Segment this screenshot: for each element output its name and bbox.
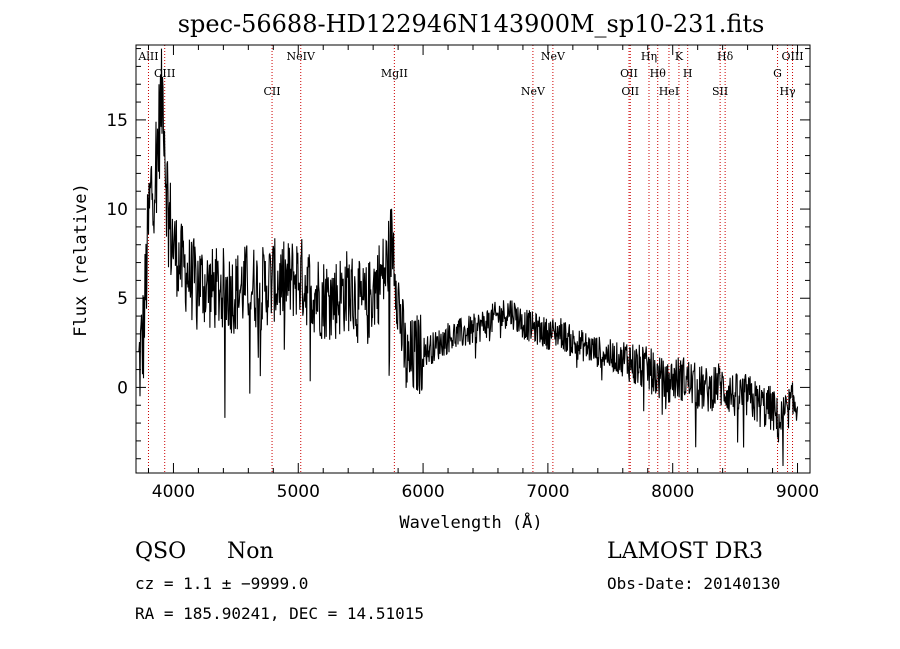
emission-line-label: CIII <box>154 67 175 80</box>
emission-line-label: Hδ <box>717 50 734 63</box>
emission-line-label: G <box>773 67 782 80</box>
y-tick-label: 5 <box>117 289 128 309</box>
x-tick-label: 9000 <box>776 482 819 502</box>
emission-line-label: Hγ <box>779 85 796 98</box>
object-class: QSO <box>135 539 186 564</box>
emission-line-label: SII <box>712 85 728 98</box>
x-tick-label: 4000 <box>152 482 195 502</box>
x-tick-label: 8000 <box>651 482 694 502</box>
y-tick-label: 0 <box>117 378 128 398</box>
emission-line-label: NeV <box>521 85 546 98</box>
emission-line-label: MgII <box>381 67 408 80</box>
y-tick-label: 10 <box>106 200 128 220</box>
x-tick-label: 7000 <box>526 482 569 502</box>
emission-line-label: NeV <box>541 50 566 63</box>
object-subclass: Non <box>227 539 274 564</box>
y-axis-label: Flux (relative) <box>71 183 91 337</box>
plot-frame <box>135 44 811 474</box>
obs-date: Obs-Date: 20140130 <box>607 574 780 593</box>
emission-line-label: OII <box>621 85 639 98</box>
emission-line-label: HeI <box>659 85 679 98</box>
coordinates: RA = 185.90241, DEC = 14.51015 <box>135 604 424 623</box>
survey-name: LAMOST DR3 <box>607 539 763 564</box>
y-tick-label: 15 <box>106 111 128 131</box>
emission-line-label: CII <box>263 85 280 98</box>
emission-line-label: OIII <box>781 50 803 63</box>
emission-line-label: OII <box>620 67 638 80</box>
chart-title: spec-56688-HD122946N143900M_sp10-231.fit… <box>178 10 765 38</box>
x-tick-label: 6000 <box>401 482 444 502</box>
emission-line-label: Hθ <box>650 67 667 80</box>
x-axis-ticks: 4000 5000 6000 7000 8000 9000 <box>147 45 819 502</box>
emission-line-label: AlII <box>137 50 158 63</box>
x-tick-label: 5000 <box>277 482 320 502</box>
redshift-readout: cz = 1.1 ± −9999.0 <box>135 574 308 593</box>
emission-line-label: H <box>683 67 693 80</box>
emission-line-labels: AlIICIIICIINeIVMgIINeVNeVOIIOIIHηHθHeIKH… <box>137 50 803 98</box>
x-axis-label: Wavelength (Å) <box>399 511 542 533</box>
y-axis-ticks: 0 5 10 15 <box>106 48 810 460</box>
emission-line-label: NeIV <box>287 50 316 63</box>
emission-line-label: Hη <box>641 50 657 63</box>
emission-line-label: K <box>675 50 684 63</box>
spectrum-line <box>138 48 799 467</box>
